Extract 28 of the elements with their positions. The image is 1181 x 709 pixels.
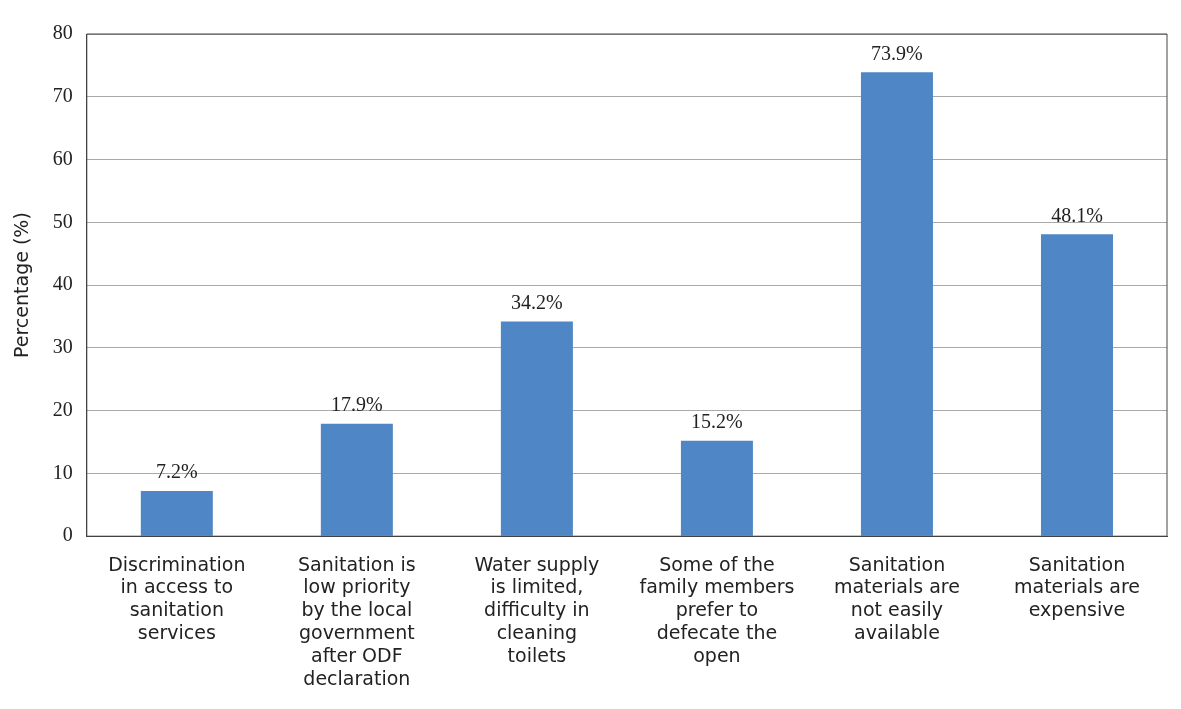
x-tick-label: Some of the family members prefer to defecate the open — [639, 552, 795, 666]
y-tick-label: 30 — [52, 335, 73, 358]
x-tick-label: Discrimination in access to sanitation services — [108, 552, 246, 643]
bar — [500, 321, 573, 536]
bar — [860, 72, 933, 536]
y-tick-label: 60 — [52, 146, 73, 169]
y-tick-label: 40 — [52, 272, 73, 295]
x-tick-label: Water supply is limited, difficulty in cleaning toilets — [474, 552, 600, 666]
data-label: 15.2% — [691, 410, 743, 433]
y-tick-label: 50 — [52, 209, 73, 232]
data-label: 17.9% — [331, 393, 383, 416]
data-label: 34.2% — [511, 290, 563, 313]
bar — [680, 440, 753, 536]
x-tick-label: Sanitation is low priority by the local government after ODF declaration — [297, 552, 416, 689]
y-tick-label: 10 — [52, 460, 73, 483]
y-tick-label: 20 — [52, 397, 73, 420]
data-label: 73.9% — [871, 41, 923, 64]
data-label: 7.2% — [155, 460, 198, 483]
y-axis-title: Percentage (%) — [10, 212, 33, 359]
y-tick-label: 70 — [52, 84, 73, 107]
data-label: 48.1% — [1051, 203, 1103, 226]
bar — [140, 491, 213, 536]
y-tick-label: 0 — [62, 523, 73, 546]
bar — [1040, 234, 1113, 536]
bar — [320, 423, 393, 536]
x-tick-label: Sanitation materials are not easily available — [833, 552, 960, 643]
x-tick-label: Sanitation materials are expensive — [1014, 552, 1140, 621]
y-tick-label: 80 — [52, 21, 73, 44]
